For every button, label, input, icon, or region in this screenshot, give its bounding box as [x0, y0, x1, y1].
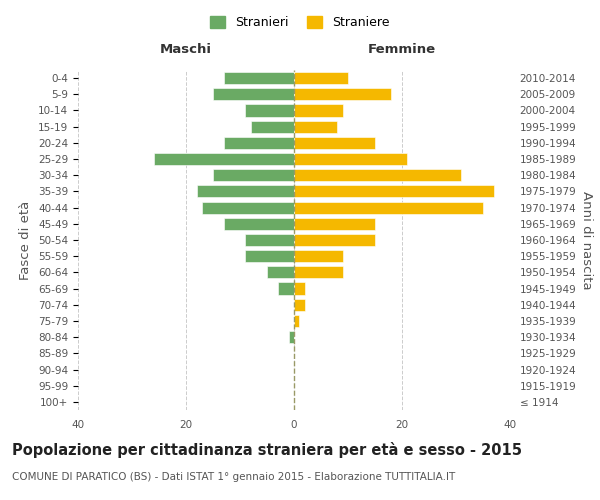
Bar: [197, 186, 294, 198]
Bar: [289, 331, 294, 343]
Bar: [224, 218, 294, 230]
Bar: [154, 153, 294, 165]
Bar: [294, 120, 337, 132]
Bar: [294, 137, 375, 149]
Bar: [245, 250, 294, 262]
Bar: [294, 315, 299, 327]
Bar: [278, 282, 294, 294]
Bar: [224, 72, 294, 84]
Bar: [245, 234, 294, 246]
Bar: [267, 266, 294, 278]
Bar: [294, 266, 343, 278]
Text: Maschi: Maschi: [160, 44, 212, 57]
Bar: [251, 120, 294, 132]
Bar: [213, 169, 294, 181]
Bar: [294, 88, 391, 101]
Text: COMUNE DI PARATICO (BS) - Dati ISTAT 1° gennaio 2015 - Elaborazione TUTTITALIA.I: COMUNE DI PARATICO (BS) - Dati ISTAT 1° …: [12, 472, 455, 482]
Bar: [294, 169, 461, 181]
Bar: [294, 298, 305, 311]
Bar: [202, 202, 294, 213]
Bar: [245, 104, 294, 117]
Bar: [294, 234, 375, 246]
Bar: [213, 88, 294, 101]
Y-axis label: Fasce di età: Fasce di età: [19, 200, 32, 280]
Bar: [224, 137, 294, 149]
Bar: [294, 72, 348, 84]
Bar: [294, 153, 407, 165]
Bar: [294, 186, 494, 198]
Bar: [294, 250, 343, 262]
Bar: [294, 104, 343, 117]
Bar: [294, 202, 483, 213]
Legend: Stranieri, Straniere: Stranieri, Straniere: [205, 11, 395, 34]
Bar: [294, 218, 375, 230]
Y-axis label: Anni di nascita: Anni di nascita: [580, 190, 593, 290]
Text: Popolazione per cittadinanza straniera per età e sesso - 2015: Popolazione per cittadinanza straniera p…: [12, 442, 522, 458]
Bar: [294, 282, 305, 294]
Text: Femmine: Femmine: [368, 44, 436, 57]
